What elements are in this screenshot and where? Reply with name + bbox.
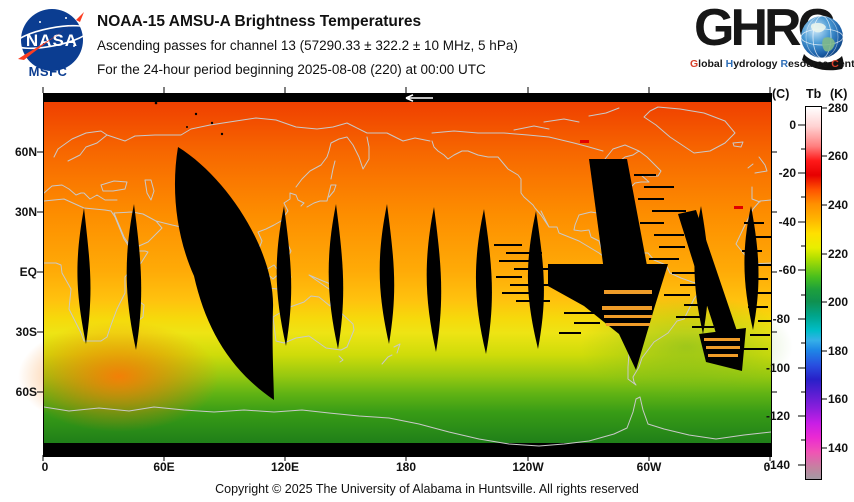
page-subtitle-channel: Ascending passes for channel 13 (57290.3… — [97, 38, 518, 53]
colorbar-kelvin-unit: (K) — [830, 87, 848, 101]
tagline-initial: C — [831, 58, 839, 70]
lat-label-eq: EQ — [19, 265, 37, 279]
kelvin-tick-260: 260 — [828, 149, 849, 163]
kelvin-tick-160: 160 — [828, 392, 849, 406]
kelvin-tick-200: 200 — [828, 295, 849, 309]
lat-label-30n: 30N — [14, 205, 37, 219]
celsius-tick--120: -120 — [766, 409, 791, 423]
pass-direction-arrow-icon — [405, 94, 433, 102]
copyright-line: Copyright © 2025 The University of Alaba… — [215, 482, 639, 496]
tagline-initial: G — [690, 58, 699, 70]
celsius-tick--80: -80 — [772, 312, 790, 326]
warm-anomaly-patch — [14, 319, 224, 434]
colorbar — [805, 106, 822, 480]
ghrc-logo: G H R C Global Hydrology Resource Center — [690, 0, 854, 78]
nasa-insignia-icon: NASA — [14, 9, 90, 71]
colorbar-celsius-unit: (C) — [772, 87, 790, 101]
lat-label-30s: 30S — [15, 325, 37, 339]
kelvin-tick-280: 280 — [828, 101, 849, 115]
swath-gap-lenses — [77, 204, 759, 354]
lon-label-120w: 120W — [512, 460, 544, 474]
brightness-temperature-map — [14, 93, 794, 457]
kelvin-tick-240: 240 — [828, 198, 849, 212]
title-block: NOAA-15 AMSU-A Brightness Temperatures A… — [97, 10, 657, 82]
celsius-tick--20: -20 — [778, 166, 796, 180]
celsius-tick--100: -100 — [766, 361, 791, 375]
large-data-gap — [174, 147, 274, 400]
kelvin-tick-140: 140 — [828, 441, 849, 455]
valid-scanline-stripes — [602, 290, 740, 357]
map-overlay — [44, 94, 771, 456]
page-title: NOAA-15 AMSU-A Brightness Temperatures — [97, 13, 422, 30]
lat-label-60n: 60N — [14, 145, 37, 159]
celsius-tick-0: 0 — [789, 118, 796, 132]
south-polar-gap — [44, 443, 771, 456]
colorbar-quantity-label: Tb — [806, 87, 822, 101]
lon-label-120e: 120E — [270, 460, 300, 474]
lon-label-0b: 0 — [763, 460, 771, 474]
lon-label-180: 180 — [395, 460, 417, 474]
lon-label-60e: 60E — [153, 460, 175, 474]
kelvin-tick-180: 180 — [828, 344, 849, 358]
msfc-label: MSFC — [28, 64, 68, 79]
nasa-logo: NASA — [10, 4, 94, 84]
celsius-tick--140: -140 — [766, 458, 791, 472]
lat-label-60s: 60S — [15, 385, 37, 399]
celsius-tick--40: -40 — [778, 215, 796, 229]
flagged-scanline-marks — [580, 140, 743, 209]
lon-label-0a: 0 — [41, 460, 49, 474]
page-subtitle-period: For the 24-hour period beginning 2025-08… — [97, 62, 486, 77]
tagline-initial: R — [780, 58, 789, 70]
ghrc-tagline: Global Hydrology Resource Center — [690, 58, 854, 70]
kelvin-tick-220: 220 — [828, 247, 849, 261]
svg-text:NASA: NASA — [26, 31, 78, 50]
lon-label-60w: 60W — [636, 460, 662, 474]
globe-icon — [800, 15, 844, 71]
tagline-initial: H — [725, 58, 734, 70]
celsius-tick--60: -60 — [778, 263, 796, 277]
data-gap-specks — [154, 101, 224, 136]
